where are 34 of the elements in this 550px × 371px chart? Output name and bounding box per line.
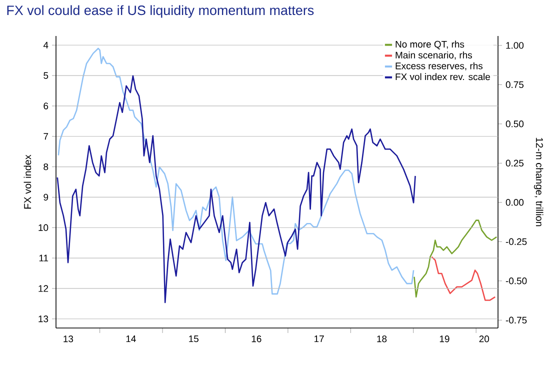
- legend-label: Excess reserves, rhs: [396, 62, 483, 70]
- y-tick-label: 10: [38, 224, 48, 231]
- y2-tick-label: 0.50: [506, 120, 524, 128]
- y-tick-label: 11: [39, 254, 48, 262]
- legend-label: FX vol index rev. scale: [396, 73, 490, 80]
- legend-label: No more QT, rhs: [396, 40, 464, 50]
- y-tick-label: 9: [44, 194, 48, 201]
- y2-tick-label: -0.50: [506, 278, 527, 284]
- y-tick-label: 8: [44, 163, 48, 170]
- y2-tick-label: 1.00: [506, 42, 524, 49]
- x-tick-label: 19: [440, 336, 450, 342]
- x-tick-label: 18: [377, 336, 387, 342]
- legend-label: Main scenario, rhs: [396, 52, 472, 60]
- y2-tick-label: 0.75: [506, 81, 524, 88]
- x-tick-label: 16: [252, 336, 262, 342]
- y-tick-label: 5: [44, 72, 48, 79]
- y2-axis-title: 12-m change, trillion: [534, 138, 544, 226]
- y-tick-label: 6: [44, 102, 48, 110]
- line-series: [414, 220, 498, 298]
- y2-tick-label: -0.75: [506, 316, 527, 324]
- y2-tick-label: 0.00: [506, 199, 524, 206]
- x-tick-label: 15: [189, 336, 198, 342]
- y-axis-title: FX vol index: [24, 154, 32, 209]
- y-tick-label: 7: [44, 133, 48, 140]
- y-tick-label: 13: [38, 316, 48, 322]
- x-tick-label: 14: [126, 336, 136, 342]
- y-tick-label: 4: [43, 42, 48, 48]
- x-tick-label: 20: [479, 336, 490, 342]
- y2-tick-label: 0.25: [506, 160, 524, 167]
- y2-tick-label: -0.25: [506, 238, 527, 246]
- y-tick-label: 12: [38, 285, 48, 292]
- x-tick-label: 13: [64, 336, 74, 342]
- x-tick-label: 17: [314, 336, 324, 342]
- chart-title: FX vol could ease if US liquidity momentum matters: [7, 5, 314, 18]
